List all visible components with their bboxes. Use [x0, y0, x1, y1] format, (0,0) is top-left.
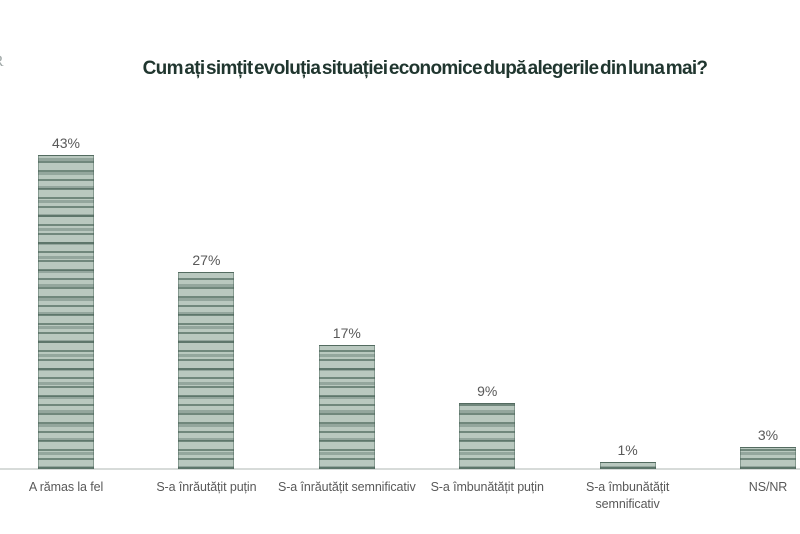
x-axis-line: [0, 468, 800, 470]
bar: [599, 462, 656, 469]
bar-value-label: 43%: [51, 135, 81, 151]
bar-value-label: 3%: [757, 427, 779, 443]
bar: [318, 345, 375, 469]
bar-value-label: 1%: [617, 442, 638, 458]
chart-title: Cum ați simțit evoluția situației econom…: [142, 58, 708, 79]
bar: [38, 155, 94, 469]
bar-category-label: A rămas la fel: [28, 480, 104, 494]
bar-category-label: S-a înrăutățit semnificativ: [277, 480, 416, 494]
bar: [459, 403, 516, 469]
cropped-logo-fragment: R: [0, 53, 4, 71]
bar-value-label: 27%: [192, 252, 221, 268]
bar-category-label: S-a înrăutățit puțin: [156, 480, 257, 494]
bar-value-label: 9%: [477, 383, 498, 399]
bar: [178, 272, 235, 469]
bar-category-label: S-a îmbunătățit semnificativ: [585, 480, 670, 511]
bar-category-label: NS/NR: [748, 480, 788, 494]
bar: [740, 447, 796, 469]
bar-value-label: 17%: [332, 325, 361, 341]
bar-category-label: S-a îmbunătățit puțin: [430, 480, 544, 494]
